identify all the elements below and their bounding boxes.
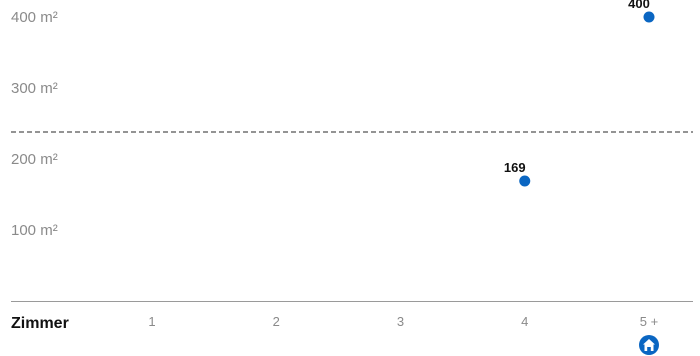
data-label: 400 <box>628 0 650 11</box>
data-points: 169 400 <box>504 0 655 187</box>
x-axis-ticks: 1 2 3 4 5 + <box>148 314 658 329</box>
y-axis-ticks: 100 m² 200 m² 300 m² 400 m² <box>11 9 58 239</box>
y-tick-label: 100 m² <box>11 222 58 239</box>
x-tick-label: 4 <box>521 314 528 329</box>
house-icon[interactable] <box>639 335 659 355</box>
y-tick-label: 400 m² <box>11 9 58 26</box>
x-axis-title: Zimmer <box>11 315 69 332</box>
x-tick-label: 1 <box>148 314 155 329</box>
y-tick-label: 300 m² <box>11 80 58 97</box>
x-tick-label: 2 <box>273 314 280 329</box>
data-point[interactable] <box>643 11 655 23</box>
data-label: 169 <box>504 160 526 175</box>
y-tick-label: 200 m² <box>11 151 58 168</box>
x-tick-label: 5 + <box>640 314 658 329</box>
x-tick-label: 3 <box>397 314 404 329</box>
data-point[interactable] <box>519 175 531 187</box>
